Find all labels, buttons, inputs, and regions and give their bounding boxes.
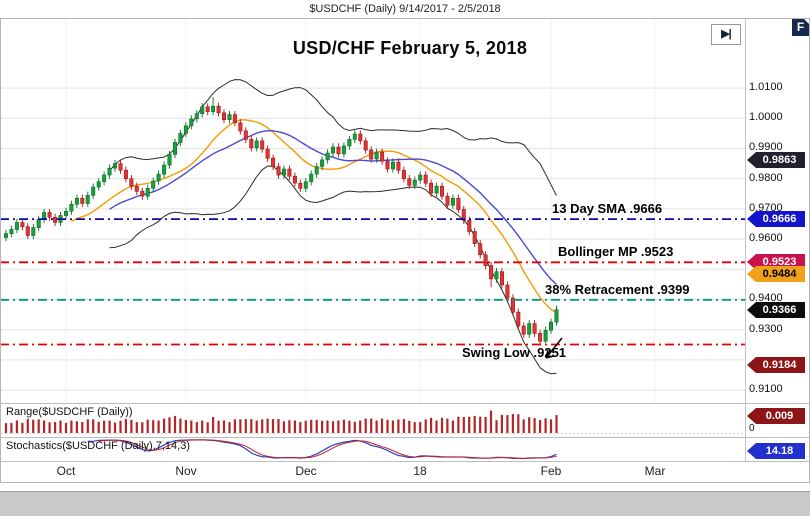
axis-divider: [745, 18, 746, 461]
stochastics-panel-label: Stochastics($USDCHF (Daily),7,14,3): [6, 440, 190, 452]
retracement-label: 38% Retracement .9399: [545, 282, 690, 297]
window-footer: [0, 491, 810, 516]
range-panel-divider: [0, 403, 810, 404]
chart-title-annotation: USD/CHF February 5, 2018: [292, 38, 528, 58]
x-axis-divider: [0, 461, 810, 462]
swing-low-label: Swing Low .9251: [462, 345, 567, 360]
freestockcharts-logo[interactable]: F: [792, 19, 809, 36]
sma-line-label: 13 Day SMA .9666: [552, 201, 663, 216]
range-panel-label: Range($USDCHF (Daily)): [6, 406, 133, 418]
bollinger-mp-label: Bollinger MP .9523: [558, 244, 674, 259]
window-title: $USDCHF (Daily) 9/14/2017 - 2/5/2018: [309, 3, 501, 15]
stochastics-panel-divider: [0, 437, 810, 438]
step-forward-icon[interactable]: ▶|: [711, 24, 741, 45]
